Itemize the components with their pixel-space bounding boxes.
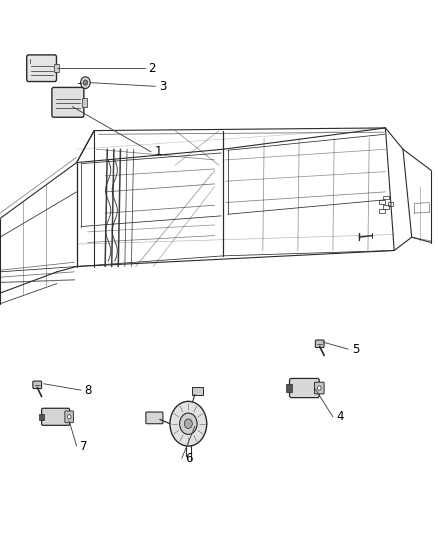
Bar xyxy=(54,64,59,72)
FancyBboxPatch shape xyxy=(146,412,163,424)
Bar xyxy=(379,209,385,213)
FancyBboxPatch shape xyxy=(52,87,84,117)
Bar xyxy=(383,196,389,199)
Bar xyxy=(81,98,87,107)
FancyBboxPatch shape xyxy=(290,378,319,398)
FancyBboxPatch shape xyxy=(27,55,57,82)
Text: 6: 6 xyxy=(185,452,193,465)
Circle shape xyxy=(184,419,192,429)
Text: 2: 2 xyxy=(148,62,155,75)
Circle shape xyxy=(180,413,197,434)
Bar xyxy=(192,387,203,395)
FancyBboxPatch shape xyxy=(42,408,70,425)
Circle shape xyxy=(170,401,207,446)
FancyBboxPatch shape xyxy=(65,411,74,423)
Bar xyxy=(383,205,389,209)
Text: 3: 3 xyxy=(159,80,166,93)
Text: 4: 4 xyxy=(336,410,344,423)
Bar xyxy=(379,200,385,204)
Text: 1: 1 xyxy=(155,146,162,158)
Text: 5: 5 xyxy=(352,343,359,356)
Bar xyxy=(286,384,292,392)
FancyBboxPatch shape xyxy=(314,382,324,394)
Circle shape xyxy=(67,415,71,419)
Circle shape xyxy=(318,386,321,390)
FancyBboxPatch shape xyxy=(33,381,42,389)
FancyBboxPatch shape xyxy=(315,340,324,348)
Circle shape xyxy=(81,77,90,88)
Text: 7: 7 xyxy=(80,440,88,453)
Bar xyxy=(39,414,44,420)
Circle shape xyxy=(83,80,88,85)
Bar xyxy=(388,202,393,206)
Text: 8: 8 xyxy=(85,384,92,397)
